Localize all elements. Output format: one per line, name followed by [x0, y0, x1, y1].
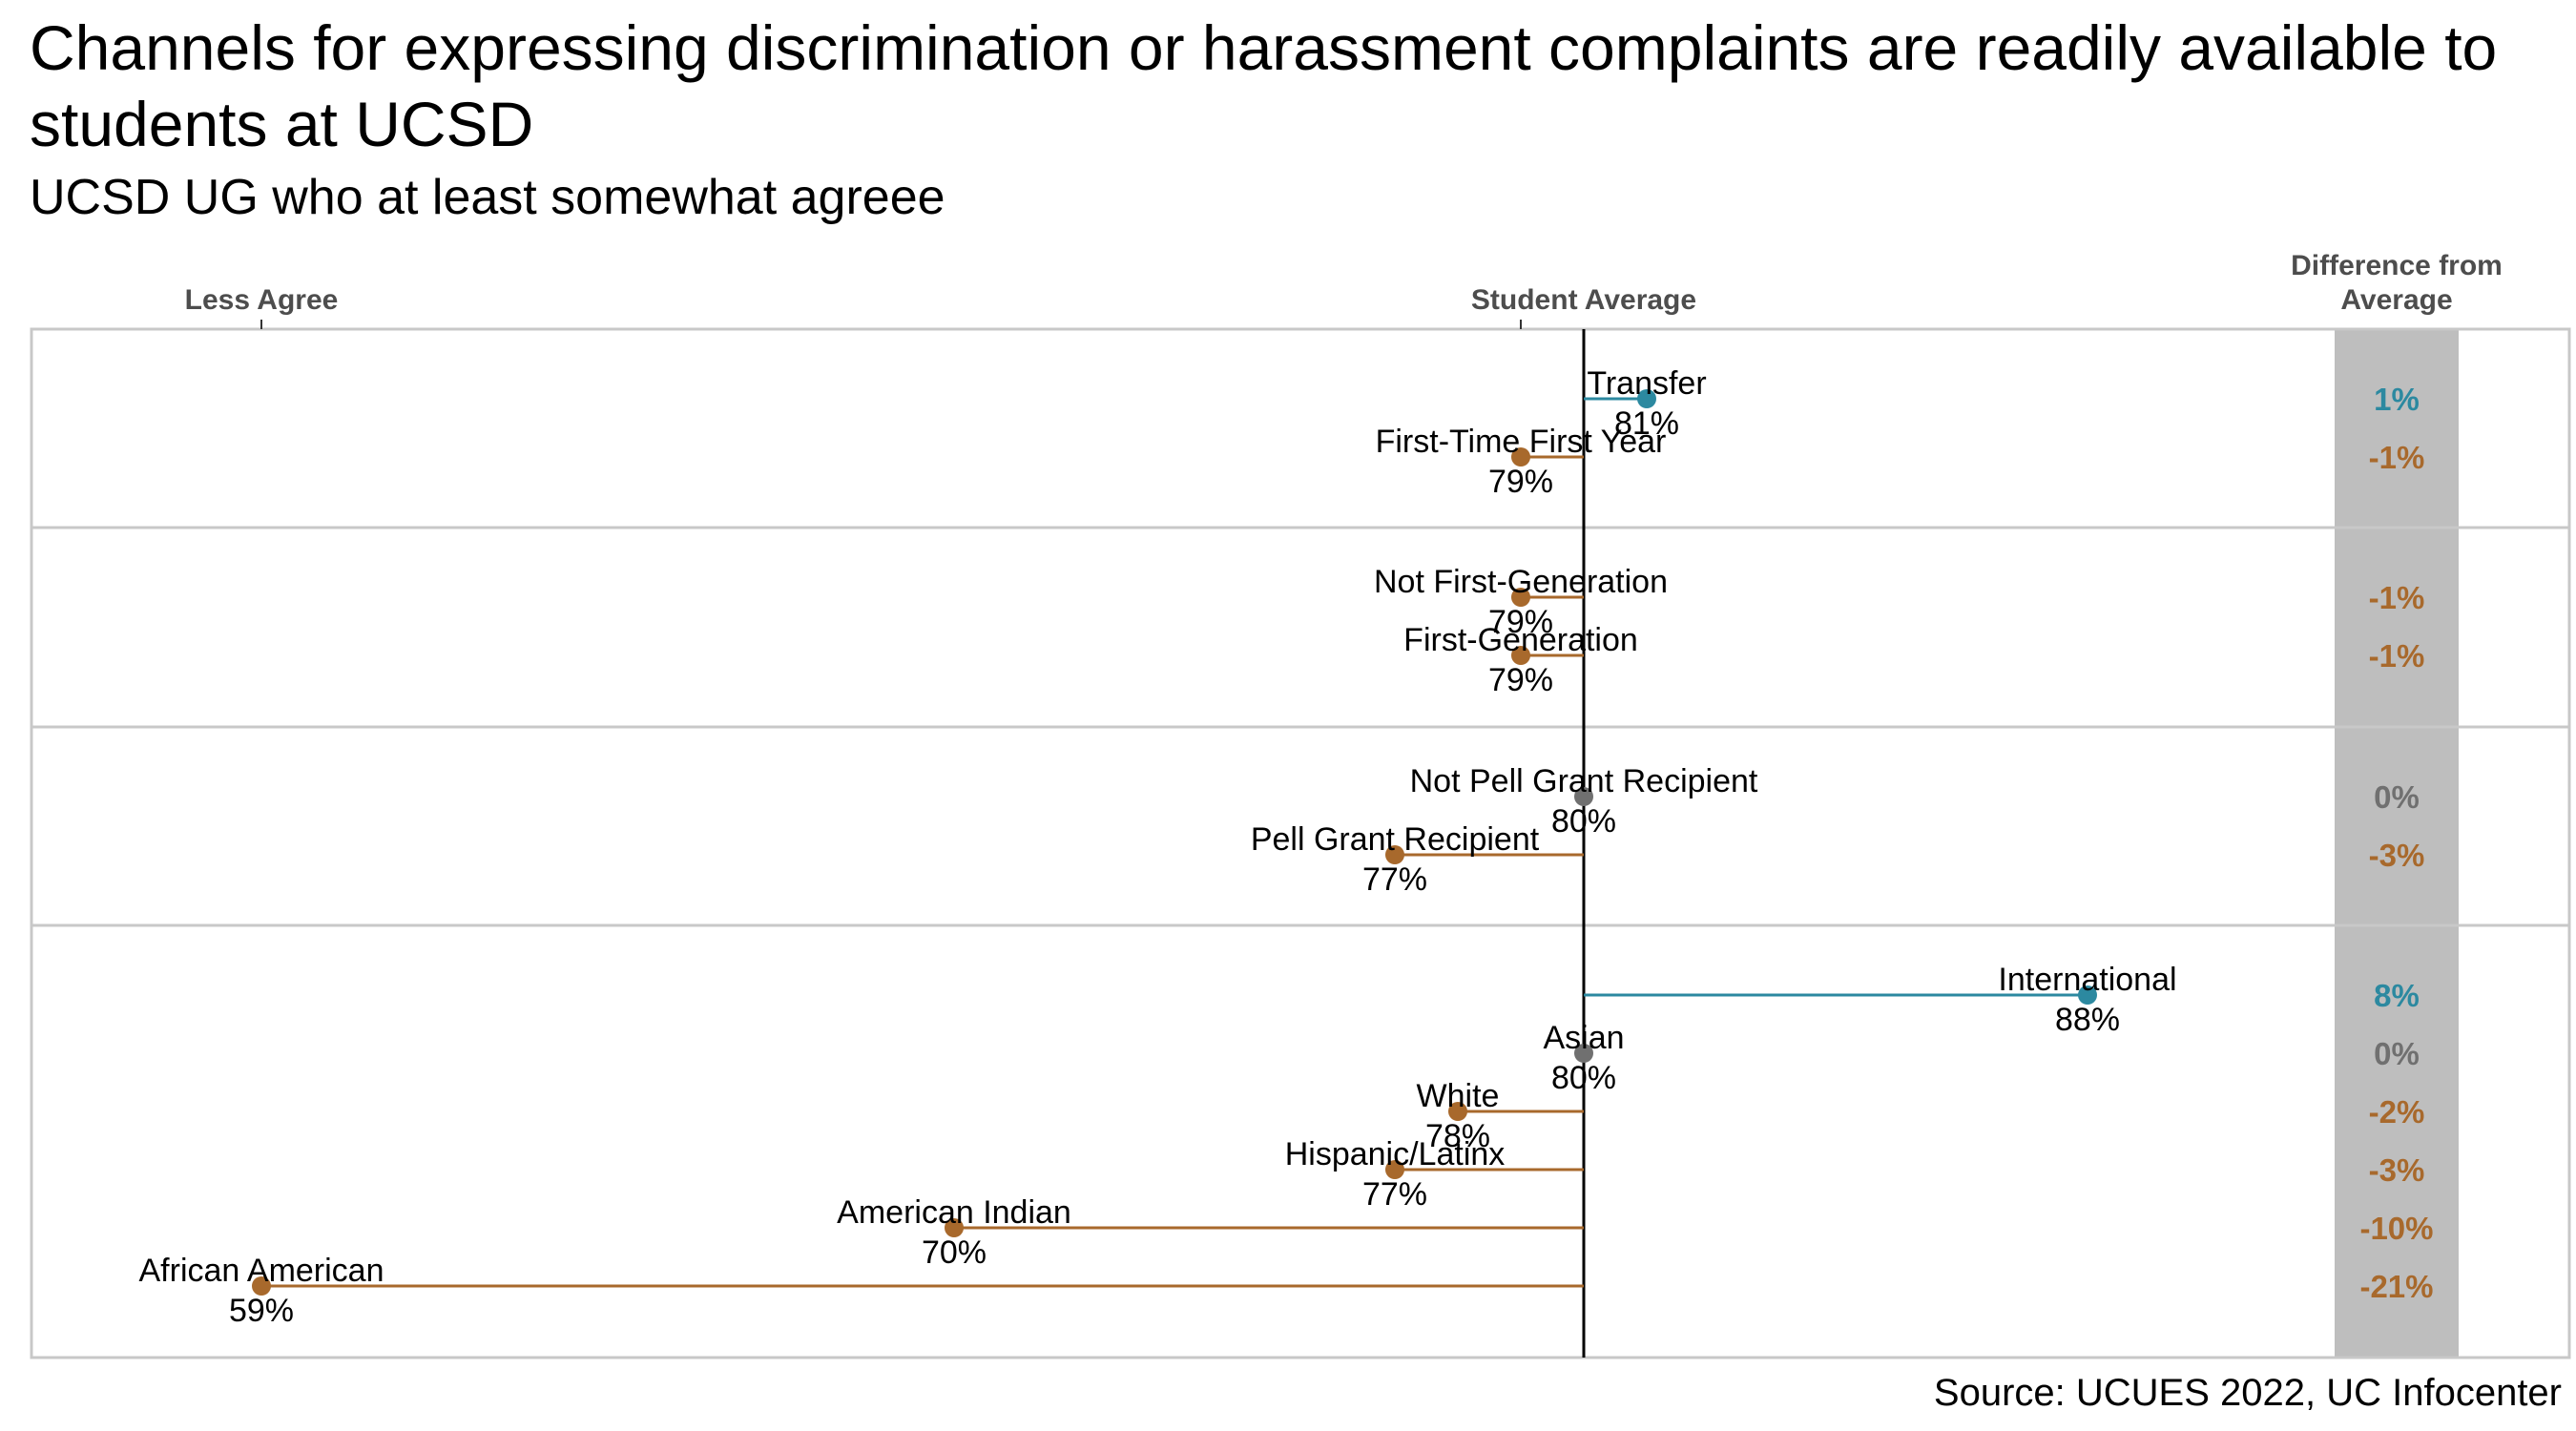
category-label: Not First-Generation	[1374, 564, 1668, 600]
axis-label-center: Student Average	[1471, 284, 1696, 316]
data-point	[1511, 588, 1530, 607]
data-point	[1385, 845, 1404, 864]
value-label: 80%	[1551, 803, 1616, 840]
value-label: 79%	[1488, 604, 1553, 640]
data-point	[1511, 646, 1530, 665]
category-label: International	[1998, 962, 2176, 998]
chart-title: Channels for expressing discrimination o…	[30, 12, 2498, 159]
difference-label: 8%	[2374, 978, 2420, 1013]
data-point	[2078, 985, 2097, 1005]
panel-border	[30, 526, 2571, 729]
data-point	[1511, 447, 1530, 467]
source-note: Source: UCUES 2022, UC Infocenter	[1933, 1372, 2562, 1414]
category-label: American Indian	[837, 1194, 1071, 1231]
value-label: 70%	[922, 1234, 987, 1271]
difference-label: -1%	[2369, 638, 2425, 674]
difference-label: -10%	[2359, 1211, 2433, 1246]
difference-label: -3%	[2369, 838, 2425, 873]
axis-layer: Less Agree Student Average Difference from…	[185, 250, 2503, 1358]
category-label: Asian	[1543, 1020, 1624, 1056]
difference-label: -21%	[2359, 1269, 2433, 1304]
data-point	[1637, 389, 1656, 408]
chart-subtitle: UCSD UG who at least somewhat agreee	[30, 170, 945, 225]
category-label: African American	[139, 1253, 384, 1289]
value-label: 79%	[1488, 662, 1553, 698]
axis-label-left: Less Agree	[185, 284, 339, 316]
difference-label: 0%	[2374, 779, 2420, 815]
data-point	[945, 1218, 964, 1237]
data-point	[252, 1276, 271, 1296]
axis-label-right: Difference from Average	[2291, 250, 2503, 316]
difference-label: -1%	[2369, 440, 2425, 475]
diff-column-background	[2335, 329, 2459, 1358]
category-label: Hispanic/Latinx	[1285, 1136, 1506, 1172]
category-label: First-Generation	[1403, 622, 1638, 658]
difference-label: -3%	[2369, 1152, 2425, 1188]
difference-label: 0%	[2374, 1036, 2420, 1071]
data-point	[1448, 1102, 1467, 1121]
value-label: 81%	[1614, 405, 1679, 442]
value-label: 77%	[1362, 861, 1427, 898]
category-label: Not Pell Grant Recipient	[1410, 763, 1758, 799]
value-label: 78%	[1425, 1118, 1490, 1154]
difference-label: -2%	[2369, 1094, 2425, 1130]
category-label: White	[1417, 1078, 1500, 1114]
difference-label: -1%	[2369, 580, 2425, 615]
panel-layer	[30, 327, 2571, 1359]
difference-label: 1%	[2374, 382, 2420, 417]
category-label: Transfer	[1587, 365, 1706, 402]
value-label: 80%	[1551, 1060, 1616, 1096]
value-label: 79%	[1488, 464, 1553, 500]
panel-border	[30, 327, 2571, 529]
value-label: 77%	[1362, 1176, 1427, 1213]
data-point	[1385, 1160, 1404, 1179]
data-point	[1574, 787, 1593, 806]
category-label: First-Time First Year	[1376, 424, 1667, 460]
category-label: Pell Grant Recipient	[1251, 821, 1540, 858]
value-label: 88%	[2055, 1002, 2120, 1038]
value-label: 59%	[229, 1293, 294, 1329]
panel-border	[30, 923, 2571, 1359]
data-point	[1574, 1044, 1593, 1063]
